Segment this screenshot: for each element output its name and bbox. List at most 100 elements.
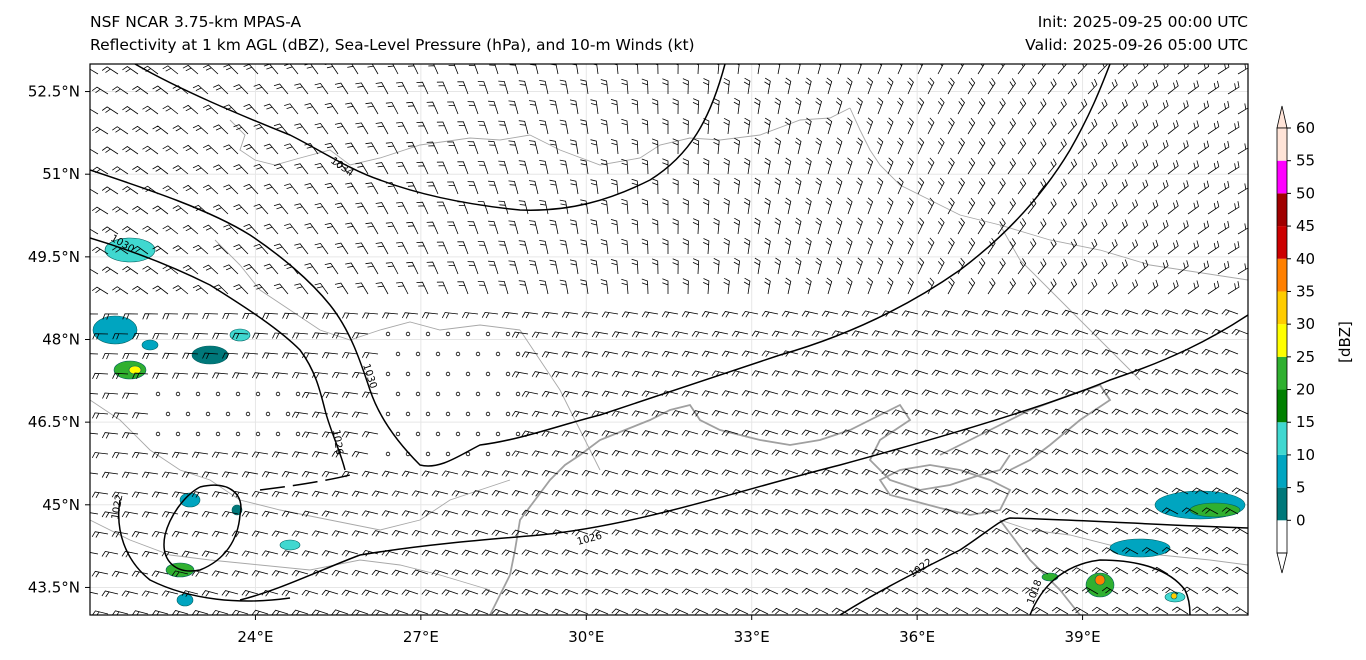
wind-barb xyxy=(662,198,669,214)
wind-barb xyxy=(791,449,809,456)
wind-barb xyxy=(559,159,569,175)
wind-barb xyxy=(426,141,439,155)
wind-barb xyxy=(491,490,509,497)
wind-barb xyxy=(591,489,609,497)
wind-barb xyxy=(334,82,349,95)
wind-barb xyxy=(1227,121,1240,135)
wind-barb xyxy=(141,511,159,518)
wind-barb xyxy=(815,177,822,195)
wind-barb xyxy=(391,569,409,577)
wind-barb xyxy=(152,285,169,295)
border-bulgaria xyxy=(90,519,491,591)
wind-barb xyxy=(407,64,419,75)
wind-barb xyxy=(741,469,759,476)
wind-barb xyxy=(911,369,929,377)
wind-barb xyxy=(252,332,269,339)
wind-barb xyxy=(518,80,529,95)
wind-calm-marker xyxy=(235,431,241,437)
wind-barb xyxy=(621,509,639,516)
wind-barb xyxy=(743,77,751,95)
wind-barb xyxy=(1001,428,1019,436)
wind-barb xyxy=(1031,488,1049,495)
wind-barb xyxy=(1031,607,1049,615)
wind-barb xyxy=(241,471,259,478)
wind-barb xyxy=(1037,218,1047,235)
wind-barb xyxy=(723,197,730,215)
wind-barb xyxy=(1161,507,1179,515)
wind-barb xyxy=(901,587,919,595)
wind-barb xyxy=(90,68,99,75)
wind-barb xyxy=(691,528,709,536)
wind-barb xyxy=(273,243,289,255)
wind-barb xyxy=(1077,218,1088,235)
wind-barb xyxy=(661,311,679,318)
wind-barb xyxy=(1021,547,1039,555)
wind-barb xyxy=(1107,79,1118,95)
wind-barb xyxy=(531,489,549,497)
wind-calm-marker xyxy=(395,391,401,397)
wind-barb xyxy=(351,451,369,458)
wind-barb xyxy=(1077,258,1088,275)
wind-barb xyxy=(1167,240,1179,255)
wind-calm-marker xyxy=(455,431,461,437)
colorbar-tick-label: 30 xyxy=(1296,315,1315,333)
wind-barb xyxy=(781,469,799,476)
wind-barb xyxy=(1001,547,1019,555)
wind-barb xyxy=(508,180,519,195)
wind-barb xyxy=(841,587,859,595)
wind-barb xyxy=(488,180,499,195)
wind-barb xyxy=(385,222,399,235)
wind-barb xyxy=(142,313,159,320)
wind-calm-marker xyxy=(175,431,181,437)
wind-barb xyxy=(1127,279,1139,295)
wind-barb xyxy=(531,450,549,457)
wind-barb xyxy=(661,588,679,596)
wind-barb xyxy=(411,490,429,497)
wind-barb xyxy=(907,237,914,255)
colorbar-swatch xyxy=(1277,487,1287,521)
wind-barb xyxy=(142,225,159,235)
wind-barb xyxy=(917,257,925,275)
wind-barb xyxy=(651,370,669,378)
echo-cluster xyxy=(1109,538,1171,558)
wind-barb xyxy=(421,589,439,596)
wind-calm-marker xyxy=(425,451,431,457)
wind-barb xyxy=(1057,258,1067,275)
wind-barb xyxy=(721,429,739,437)
wind-barb xyxy=(1067,198,1078,215)
wind-barb xyxy=(132,245,149,255)
wind-barb xyxy=(345,262,359,275)
wind-barb xyxy=(774,177,781,195)
wind-barb xyxy=(731,330,749,338)
wind-barb xyxy=(90,552,99,555)
wind-barb xyxy=(1037,178,1047,195)
wind-barb xyxy=(334,202,349,215)
wind-barb xyxy=(856,137,863,155)
wind-barb xyxy=(508,100,519,115)
wind-barb xyxy=(701,509,719,516)
wind-barb xyxy=(997,178,1006,195)
wind-calm-marker xyxy=(455,391,461,397)
wind-barb xyxy=(191,491,209,498)
wind-barb xyxy=(302,312,319,319)
wind-barb xyxy=(682,78,689,95)
colorbar-tick-label: 0 xyxy=(1296,511,1306,529)
wind-calm-marker xyxy=(505,411,511,417)
wind-barb xyxy=(951,409,969,416)
wind-barb xyxy=(132,333,149,340)
wind-barb xyxy=(831,409,849,417)
wind-barb xyxy=(871,330,889,337)
wind-barb xyxy=(1232,606,1248,615)
wind-barb xyxy=(436,281,449,295)
wind-barb xyxy=(131,491,149,498)
wind-barb xyxy=(511,608,529,615)
wind-barb xyxy=(692,178,700,195)
wind-barb xyxy=(1031,369,1049,376)
wind-barb xyxy=(1017,138,1027,155)
wind-barb xyxy=(1131,448,1149,455)
wind-barb xyxy=(549,179,559,195)
wind-barb xyxy=(241,590,259,597)
wind-barb xyxy=(457,81,469,95)
wind-barb xyxy=(291,530,309,537)
wind-barb xyxy=(1167,120,1179,135)
